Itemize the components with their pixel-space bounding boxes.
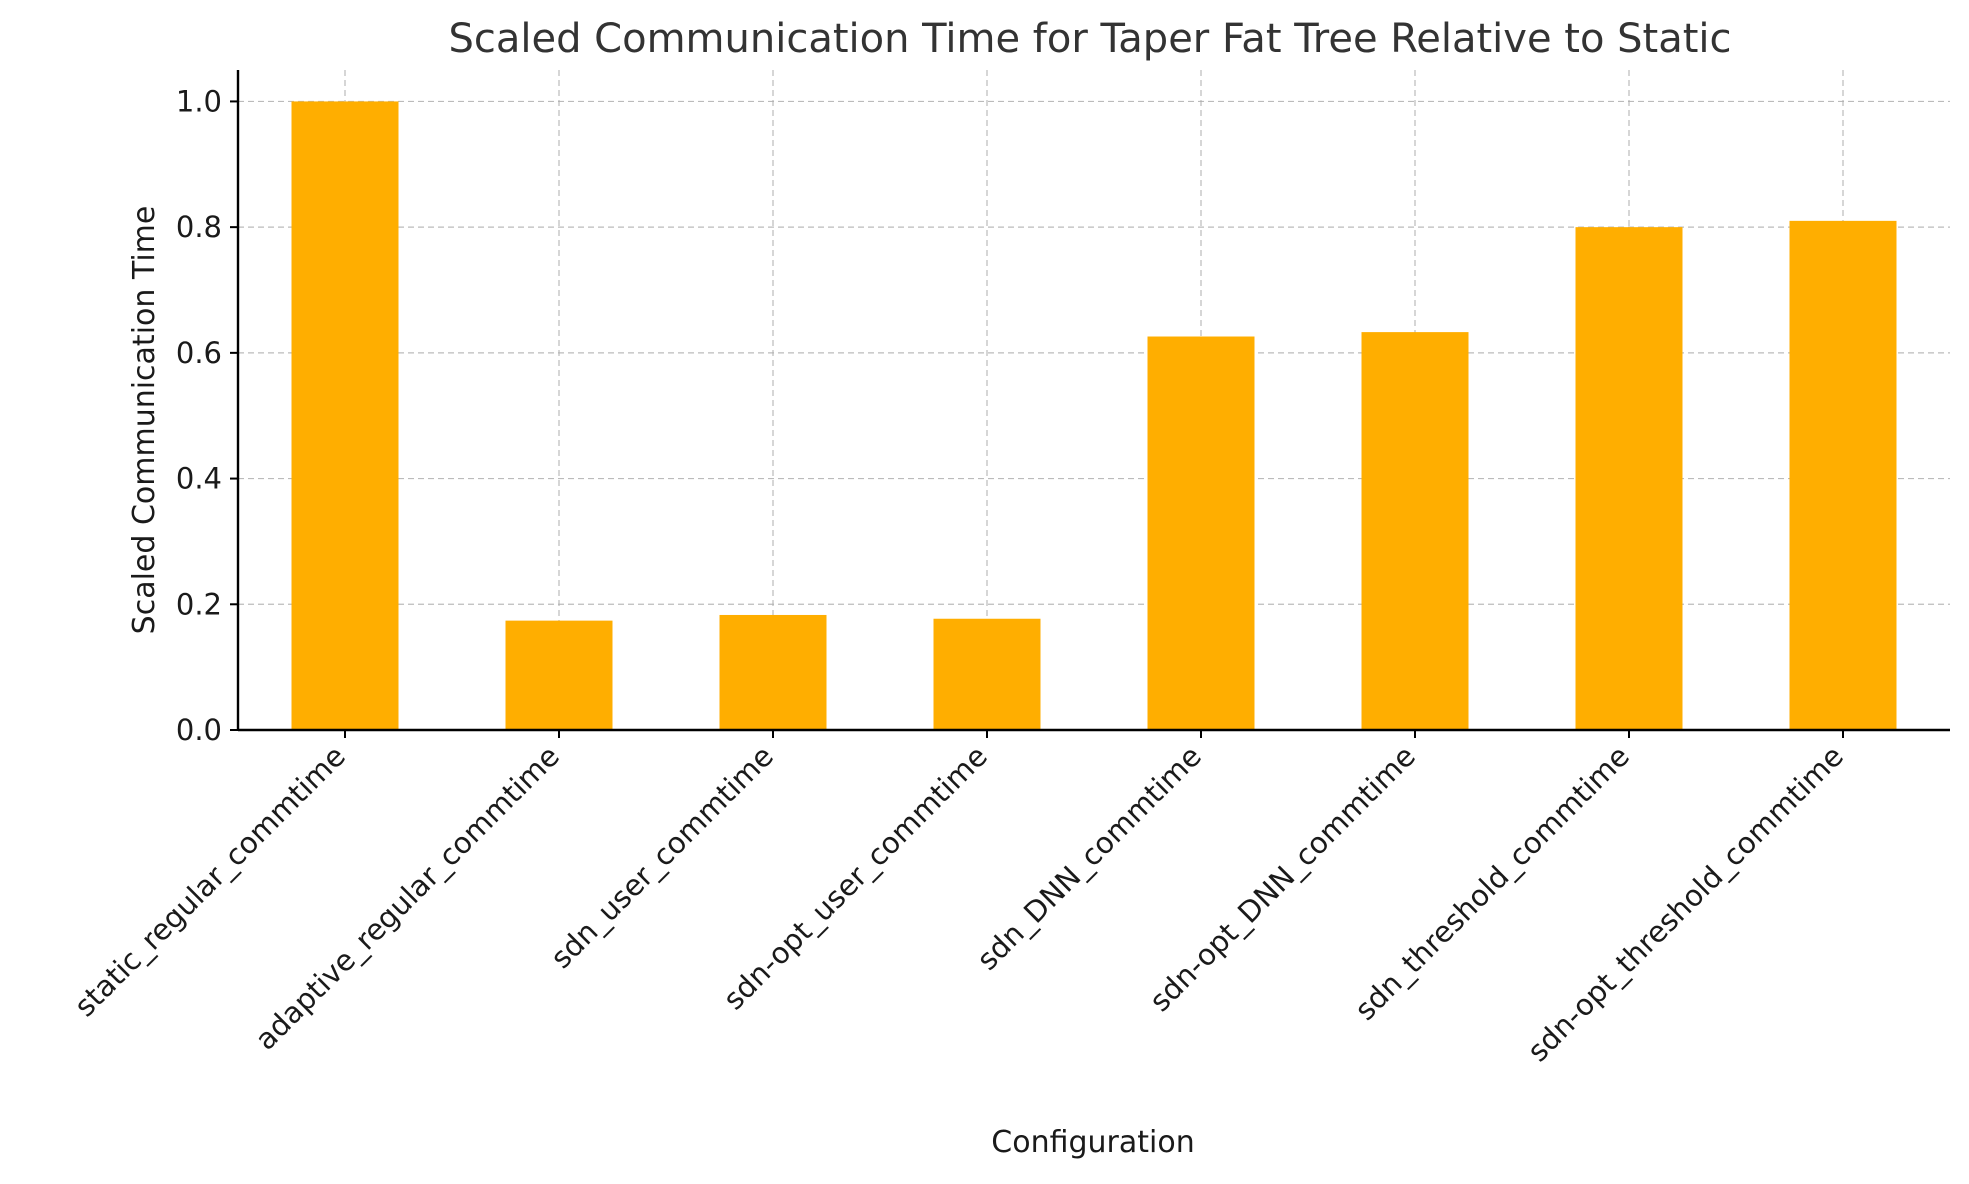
grid	[238, 70, 1950, 731]
bar-sdn_threshold_commtime	[1575, 227, 1683, 730]
bar-static_regular_commtime	[291, 101, 399, 730]
bars	[291, 101, 1897, 730]
y-tick-label: 0.0	[176, 713, 222, 747]
y-ticks: 0.0 0.2 0.4 0.6 0.8 1.0	[176, 84, 238, 747]
bar-sdn-opt_threshold_commtime	[1789, 220, 1897, 730]
bar-sdn_DNN_commtime	[1147, 336, 1255, 730]
y-tick-label: 0.8	[176, 210, 222, 244]
y-tick-label: 0.6	[176, 336, 222, 370]
y-tick-label: 0.4	[176, 462, 222, 496]
x-tick-label: sdn_user_commtime	[544, 739, 780, 975]
chart-title: Scaled Communication Time for Taper Fat …	[448, 16, 1731, 62]
y-tick-label: 0.2	[176, 587, 222, 621]
x-ticks: static_regular_commtimeadaptive_regular_…	[68, 730, 1850, 1068]
bar-sdn-opt_user_commtime	[933, 618, 1041, 730]
bar-adaptive_regular_commtime	[505, 620, 613, 730]
bar-sdn-opt_DNN_commtime	[1361, 332, 1469, 730]
x-tick-label: sdn_DNN_commtime	[970, 739, 1208, 977]
axes	[236, 70, 1950, 732]
y-axis-label: Scaled Communication Time	[127, 206, 162, 635]
x-axis-label: Configuration	[991, 1125, 1194, 1160]
bar-sdn_user_commtime	[719, 614, 827, 730]
y-tick-label: 1.0	[176, 84, 222, 118]
